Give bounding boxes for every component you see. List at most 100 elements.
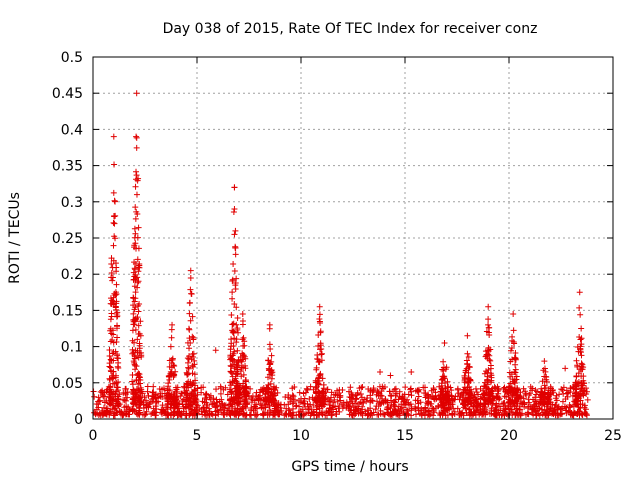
data-point <box>545 389 552 396</box>
y-tick-label: 0.45 <box>52 86 83 102</box>
data-point <box>473 396 480 403</box>
data-point <box>222 384 229 391</box>
data-point <box>122 390 129 397</box>
data-point <box>129 350 136 357</box>
data-point <box>152 412 159 419</box>
data-point <box>243 392 250 399</box>
data-point <box>268 352 275 359</box>
data-point <box>513 405 520 412</box>
data-point <box>97 388 104 395</box>
data-point <box>430 407 437 414</box>
data-point <box>110 368 117 375</box>
data-point <box>134 284 141 291</box>
data-point <box>198 389 205 396</box>
data-point <box>359 394 365 401</box>
data-point <box>501 393 508 400</box>
data-point <box>514 396 521 403</box>
data-point <box>328 394 335 401</box>
data-point <box>525 403 532 410</box>
data-point <box>133 144 140 151</box>
data-point <box>577 366 584 373</box>
data-point <box>307 383 314 390</box>
data-point <box>550 389 557 396</box>
data-point <box>418 412 425 419</box>
data-point <box>449 410 456 417</box>
data-point <box>168 409 175 416</box>
data-point <box>387 372 394 379</box>
data-point <box>358 410 365 417</box>
data-point <box>530 402 537 409</box>
data-point <box>430 386 437 393</box>
data-point <box>574 362 581 369</box>
data-point <box>132 366 139 373</box>
data-point <box>467 400 474 407</box>
data-point <box>132 204 139 211</box>
data-point <box>117 408 124 415</box>
data-point <box>240 334 247 341</box>
data-point <box>192 377 199 384</box>
data-point <box>392 385 399 392</box>
data-point <box>208 410 215 417</box>
data-points <box>90 90 591 419</box>
data-point <box>213 403 220 410</box>
data-point <box>135 278 142 285</box>
data-point <box>413 411 420 418</box>
data-point <box>133 168 140 175</box>
data-point <box>438 388 445 395</box>
data-point <box>123 397 130 404</box>
data-point <box>253 389 260 396</box>
data-point <box>545 411 552 418</box>
data-point <box>577 345 584 352</box>
data-point <box>538 401 545 408</box>
data-point <box>112 404 119 411</box>
data-point <box>370 386 377 393</box>
data-point <box>305 403 312 410</box>
data-point <box>95 401 102 408</box>
data-point <box>131 225 138 232</box>
data-point <box>270 386 277 393</box>
data-point <box>547 383 554 390</box>
data-point <box>372 406 379 413</box>
data-point <box>110 219 117 226</box>
data-point <box>92 411 99 418</box>
data-point <box>239 321 246 328</box>
data-point <box>534 407 541 414</box>
data-point <box>429 405 436 412</box>
y-tick-label: 0.5 <box>61 50 83 66</box>
data-point <box>539 411 546 418</box>
data-point <box>108 255 115 262</box>
data-point <box>347 384 354 391</box>
data-point <box>522 390 529 397</box>
data-point <box>485 303 492 310</box>
data-point <box>506 398 513 405</box>
data-point <box>580 387 587 394</box>
data-point <box>370 409 377 416</box>
data-point <box>358 384 365 391</box>
data-point <box>316 372 323 379</box>
data-point <box>289 409 296 416</box>
data-point <box>450 405 457 412</box>
data-point <box>369 412 376 419</box>
data-point <box>137 318 144 325</box>
data-point <box>165 383 172 390</box>
data-point <box>387 411 394 418</box>
data-point <box>527 383 534 390</box>
y-tick-label: 0.1 <box>61 340 83 356</box>
data-point <box>166 357 173 364</box>
data-point <box>232 244 239 251</box>
data-point <box>132 315 139 322</box>
data-point <box>567 411 574 418</box>
data-point <box>135 381 142 388</box>
data-point <box>404 408 411 415</box>
data-point <box>110 412 117 419</box>
data-point <box>113 313 120 320</box>
data-point <box>231 378 238 385</box>
data-point <box>461 384 468 391</box>
data-point <box>428 400 435 407</box>
data-point <box>109 337 116 344</box>
data-point <box>536 396 543 403</box>
data-point <box>133 172 140 179</box>
data-point <box>464 387 471 394</box>
data-point <box>106 409 113 416</box>
data-point <box>384 406 391 413</box>
